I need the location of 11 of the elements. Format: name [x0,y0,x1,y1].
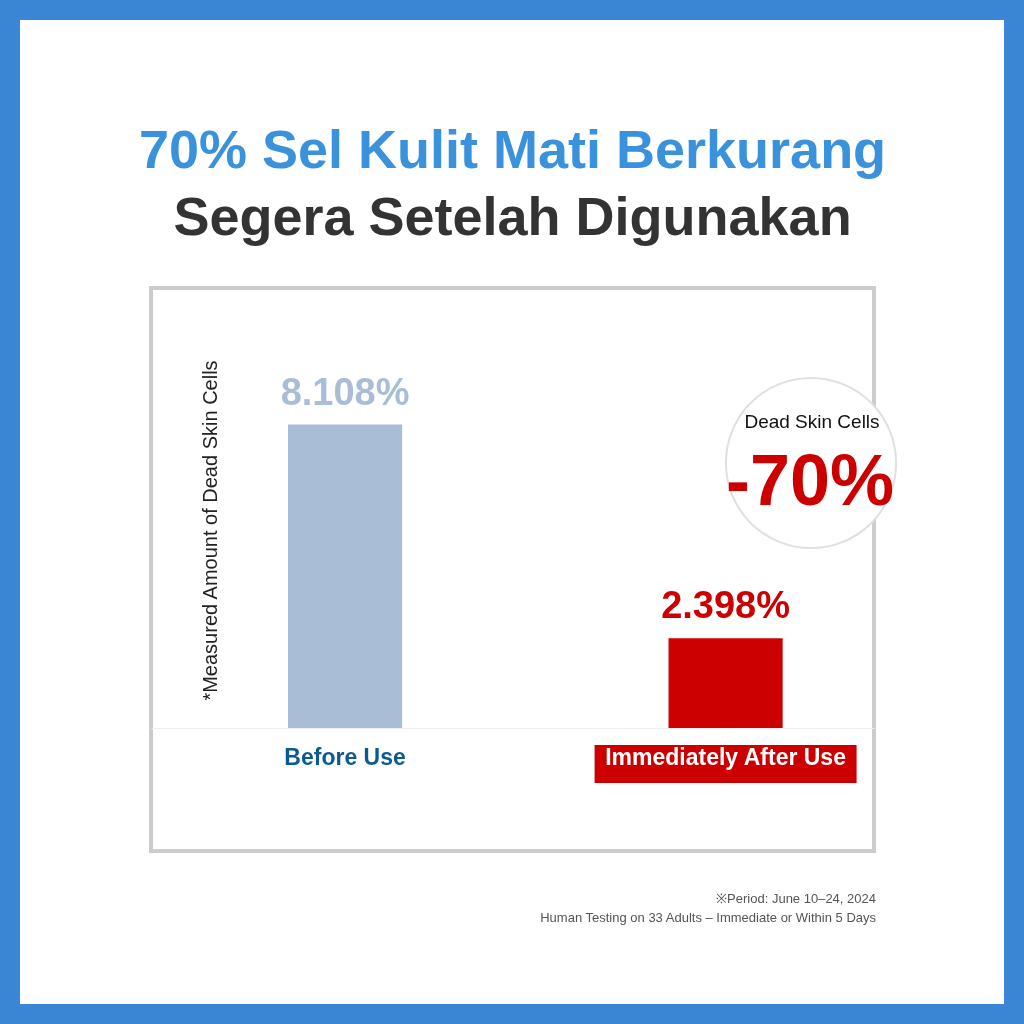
text: ※Period: June 10–24, 2024 [716,891,876,906]
text: Human Testing on 33 Adults – Immediate or Within 5 Days [540,910,877,925]
x-tick-label: Immediately After Use [605,743,846,770]
annotation: Dead Skin Cells [744,411,880,432]
y-axis-title: *Measured Amount of Dead Skin Cells [198,360,221,701]
annotation: -70% [725,440,895,520]
x-tick-label: Before Use [284,743,406,770]
data-label: 2.398% [661,584,791,627]
data-label: 8.108% [280,370,410,413]
chart-title: 70% Sel Kulit Mati Berkurang [138,119,887,179]
chart-subtitle: Segera Setelah Digunakan [173,186,852,246]
